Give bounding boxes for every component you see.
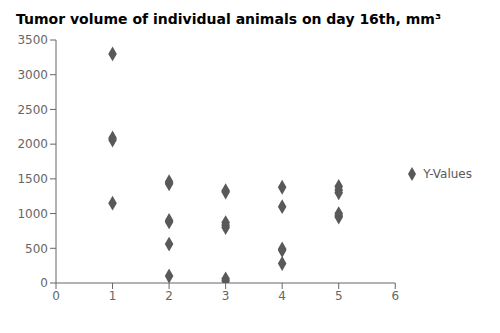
svg-text:6: 6	[391, 289, 399, 303]
html-text:Tumor volume of individual ani: Tumor volume of individual animals on da…	[16, 11, 441, 27]
svg-text:3: 3	[222, 289, 230, 303]
svg-text:4: 4	[278, 289, 286, 303]
svg-text:2500: 2500	[17, 103, 48, 117]
svg-text:500: 500	[25, 242, 48, 256]
html-text:Y-Values: Y-Values	[423, 166, 472, 181]
svg-text:1000: 1000	[17, 207, 48, 221]
svg-text:1500: 1500	[17, 172, 48, 186]
svg-text:2000: 2000	[17, 137, 48, 151]
svg-text:0: 0	[40, 276, 48, 290]
svg-text:3500: 3500	[17, 33, 48, 47]
svg-text:5: 5	[335, 289, 343, 303]
svg-text:1: 1	[109, 289, 117, 303]
svg-text:2: 2	[165, 289, 173, 303]
svg-text:0: 0	[52, 289, 60, 303]
svg-text:3000: 3000	[17, 68, 48, 82]
